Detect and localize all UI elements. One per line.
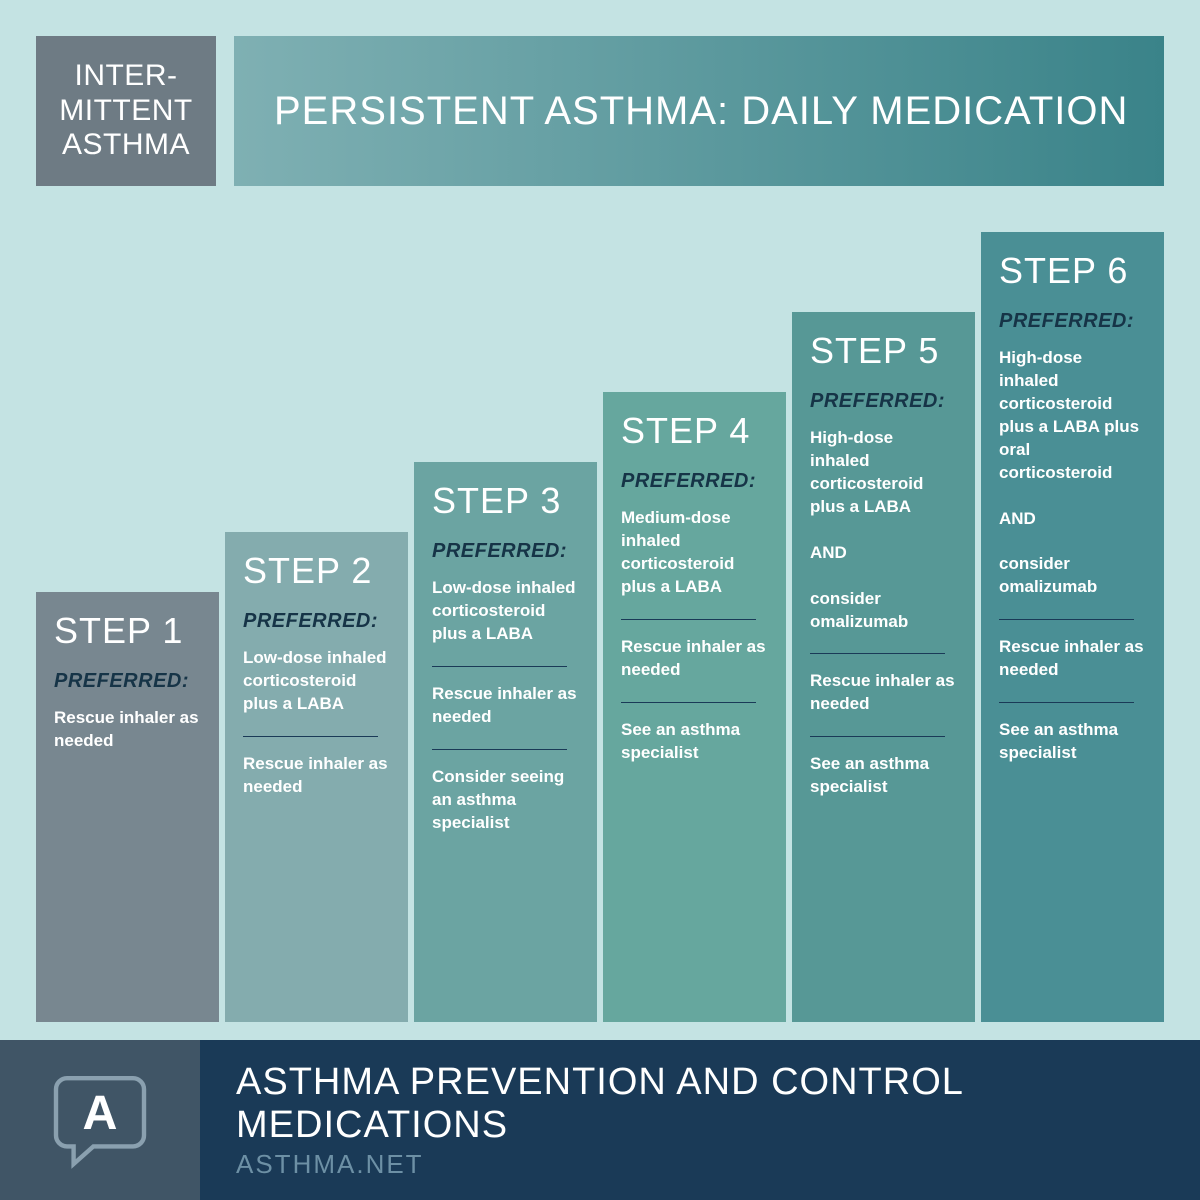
section-divider bbox=[621, 619, 756, 620]
step-section: Medium-dose inhaled corticosteroid plus … bbox=[621, 507, 768, 599]
section-divider bbox=[810, 736, 945, 737]
preferred-label: PREFERRED: bbox=[999, 310, 1146, 333]
step-column-4: STEP 4 PREFERRED: Medium-dose inhaled cort… bbox=[603, 392, 786, 1022]
step-section: Low-dose inhaled corticosteroid plus a L… bbox=[243, 647, 390, 716]
step-column-5: STEP 5 PREFERRED: High-dose inhaled cortic… bbox=[792, 312, 975, 1022]
step-title: STEP 3 bbox=[432, 480, 579, 522]
section-divider bbox=[621, 702, 756, 703]
step-column-2: STEP 2 PREFERRED: Low-dose inhaled cortico… bbox=[225, 532, 408, 1022]
step-section: High-dose inhaled corticosteroid plus a … bbox=[810, 427, 957, 633]
speech-bubble-icon: A bbox=[45, 1065, 155, 1175]
step-section: Low-dose inhaled corticosteroid plus a L… bbox=[432, 577, 579, 646]
header: INTER- MITTENT ASTHMA PERSISTENT ASTHMA:… bbox=[36, 36, 1164, 186]
step-section: See an asthma specialist bbox=[810, 753, 957, 799]
step-section: See an asthma specialist bbox=[621, 719, 768, 765]
step-title: STEP 4 bbox=[621, 410, 768, 452]
footer: A ASTHMA PREVENTION AND CONTROL MEDICATI… bbox=[0, 1040, 1200, 1200]
footer-text-box: ASTHMA PREVENTION AND CONTROL MEDICATION… bbox=[200, 1040, 1200, 1200]
step-column-6: STEP 6 PREFERRED: High-dose inhaled cortic… bbox=[981, 232, 1164, 1022]
step-title: STEP 5 bbox=[810, 330, 957, 372]
preferred-label: PREFERRED: bbox=[432, 540, 579, 563]
preferred-label: PREFERRED: bbox=[621, 470, 768, 493]
preferred-label: PREFERRED: bbox=[54, 670, 201, 693]
step-section: Rescue inhaler as needed bbox=[432, 683, 579, 729]
step-section: Rescue inhaler as needed bbox=[621, 636, 768, 682]
preferred-label: PREFERRED: bbox=[243, 610, 390, 633]
step-column-3: STEP 3 PREFERRED: Low-dose inhaled cortico… bbox=[414, 462, 597, 1022]
section-divider bbox=[999, 702, 1134, 703]
header-gap bbox=[216, 36, 234, 186]
step-section: See an asthma specialist bbox=[999, 719, 1146, 765]
section-divider bbox=[243, 736, 378, 737]
section-divider bbox=[432, 749, 567, 750]
header-right-text: PERSISTENT ASTHMA: DAILY MEDICATION bbox=[274, 89, 1128, 134]
step-section: Rescue inhaler as needed bbox=[54, 707, 201, 753]
section-divider bbox=[810, 653, 945, 654]
section-divider bbox=[999, 619, 1134, 620]
step-section: High-dose inhaled corticosteroid plus a … bbox=[999, 347, 1146, 599]
preferred-label: PREFERRED: bbox=[810, 390, 957, 413]
step-section: Rescue inhaler as needed bbox=[999, 636, 1146, 682]
header-right-box: PERSISTENT ASTHMA: DAILY MEDICATION bbox=[234, 36, 1164, 186]
footer-title: ASTHMA PREVENTION AND CONTROL MEDICATION… bbox=[236, 1061, 1200, 1147]
section-divider bbox=[432, 666, 567, 667]
step-section: Rescue inhaler as needed bbox=[243, 753, 390, 799]
step-chart: STEP 1 PREFERRED: Rescue inhaler as needed… bbox=[36, 222, 1164, 1022]
step-title: STEP 2 bbox=[243, 550, 390, 592]
header-left-text: INTER- MITTENT ASTHMA bbox=[59, 59, 192, 163]
step-title: STEP 1 bbox=[54, 610, 201, 652]
step-column-1: STEP 1 PREFERRED: Rescue inhaler as needed bbox=[36, 592, 219, 1022]
step-section: Rescue inhaler as needed bbox=[810, 670, 957, 716]
footer-logo-box: A bbox=[0, 1040, 200, 1200]
step-section: Consider seeing an asthma specialist bbox=[432, 766, 579, 835]
logo-letter: A bbox=[83, 1086, 118, 1140]
footer-subtitle: ASTHMA.NET bbox=[236, 1149, 1200, 1180]
step-title: STEP 6 bbox=[999, 250, 1146, 292]
header-left-box: INTER- MITTENT ASTHMA bbox=[36, 36, 216, 186]
